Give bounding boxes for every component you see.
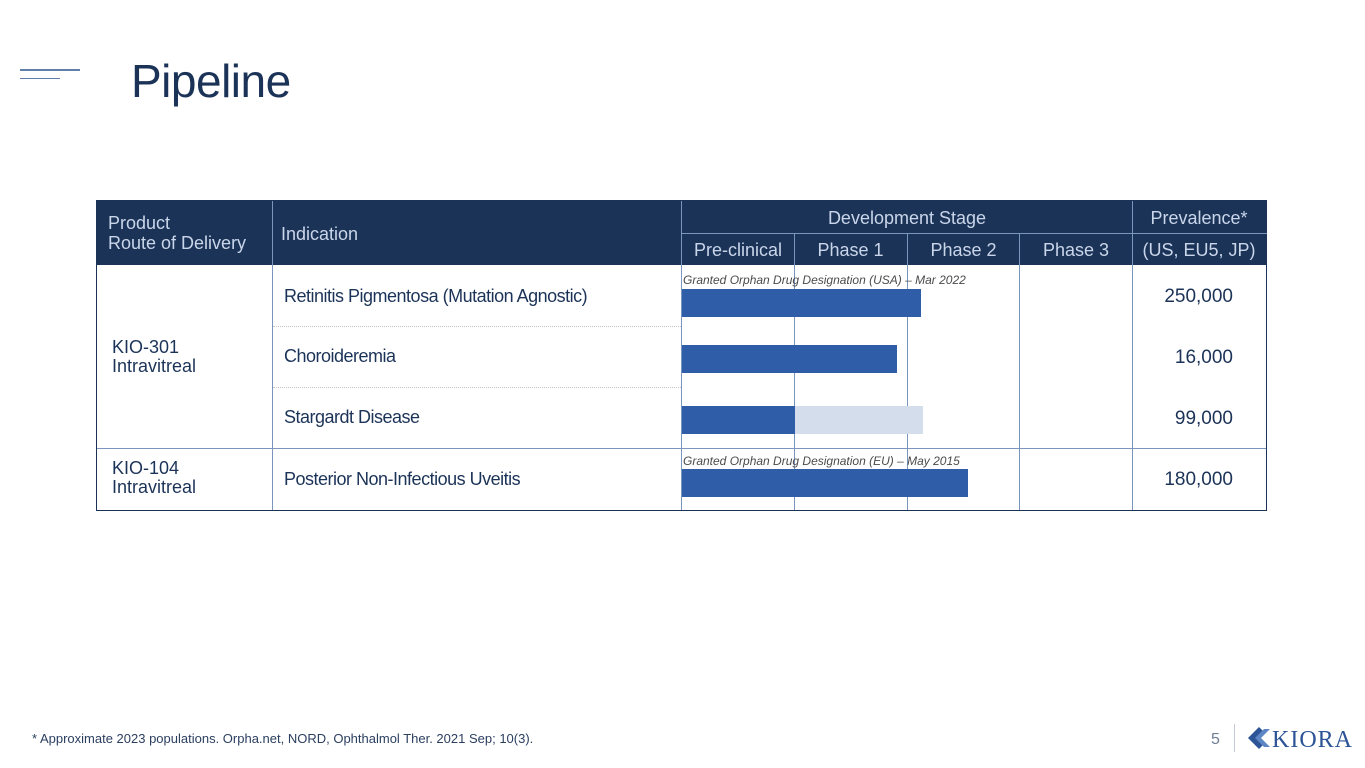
column-divider: [272, 201, 273, 510]
indication-label: Posterior Non-Infectious Uveitis: [284, 469, 521, 489]
product-divider: [97, 448, 1266, 449]
header-stage-preclinical: Pre-clinical: [693, 240, 783, 260]
progress-bar: [682, 406, 795, 434]
prevalence-value: 180,000: [1164, 469, 1233, 490]
progress-bar: [682, 345, 897, 373]
title-decoration-line: [20, 69, 80, 71]
kiora-k-icon: [1248, 727, 1270, 749]
product-name: KIO-104: [112, 458, 180, 478]
orphan-designation-note: Granted Orphan Drug Designation (EU) – M…: [683, 454, 960, 468]
header-route: Route of Delivery: [108, 233, 247, 253]
indication-label: Choroideremia: [284, 346, 396, 366]
header-divider: [682, 233, 1267, 234]
product-route: Intravitreal: [112, 356, 197, 376]
page-number: 5: [1211, 731, 1220, 748]
header-development-stage: Development Stage: [827, 208, 987, 228]
header-prevalence: Prevalence*: [1150, 208, 1248, 228]
orphan-designation-note: Granted Orphan Drug Designation (USA) – …: [683, 273, 966, 287]
column-divider: [907, 233, 908, 510]
row-divider: [273, 326, 681, 327]
header-product: Product: [108, 213, 171, 233]
company-logo: KIORA: [1272, 727, 1353, 753]
footer-divider: [1234, 724, 1235, 752]
row-divider: [273, 387, 681, 388]
header-stage-phase3: Phase 3: [1042, 240, 1110, 260]
product-name: KIO-301: [112, 337, 180, 357]
indication-label: Retinitis Pigmentosa (Mutation Agnostic): [284, 286, 588, 306]
title-decoration-line-short: [20, 78, 60, 79]
product-route: Intravitreal: [112, 477, 197, 497]
progress-bar: [682, 469, 968, 497]
column-divider: [1132, 201, 1133, 510]
prevalence-value: 99,000: [1174, 408, 1233, 429]
pipeline-table: Product Route of Delivery Indication Dev…: [96, 200, 1267, 511]
column-divider: [1019, 233, 1020, 510]
prevalence-value: 16,000: [1174, 347, 1233, 368]
indication-label: Stargardt Disease: [284, 407, 420, 427]
header-indication: Indication: [281, 224, 359, 244]
header-stage-phase2: Phase 2: [930, 240, 997, 260]
page-title: Pipeline: [131, 55, 291, 107]
column-divider: [681, 201, 682, 510]
header-prevalence-regions: (US, EU5, JP): [1142, 240, 1256, 260]
footnote: * Approximate 2023 populations. Orpha.ne…: [32, 731, 534, 746]
prevalence-value: 250,000: [1164, 286, 1233, 307]
header-stage-phase1: Phase 1: [817, 240, 884, 260]
progress-bar: [682, 289, 921, 317]
